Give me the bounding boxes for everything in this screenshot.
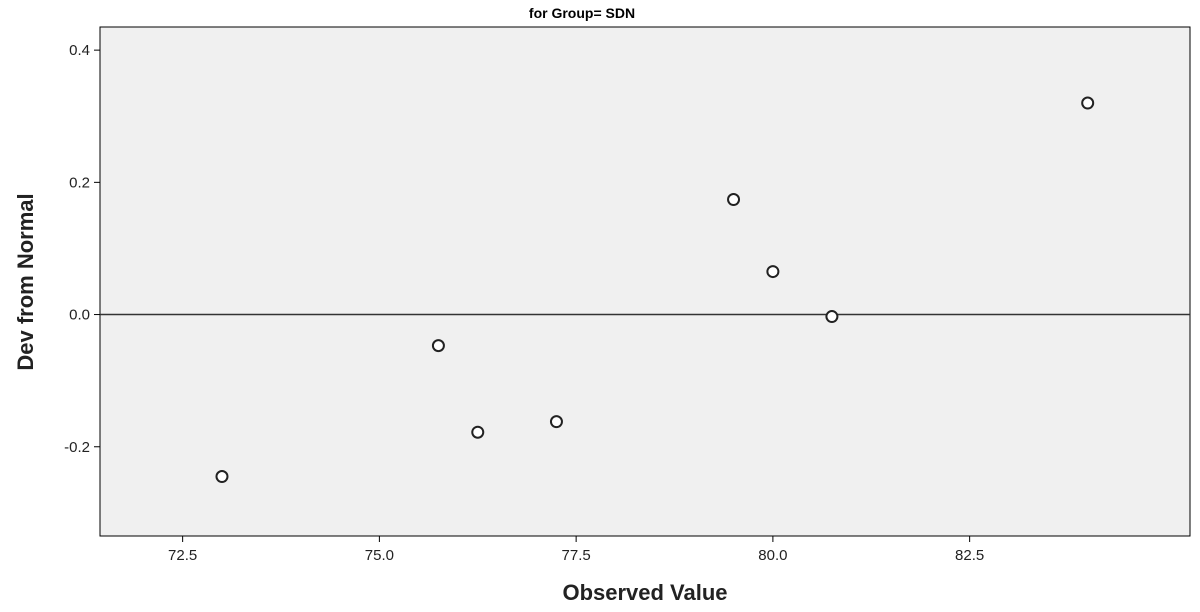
- y-axis-title: Dev from Normal: [13, 193, 38, 370]
- data-point: [766, 265, 780, 279]
- data-point: [1081, 96, 1095, 110]
- x-tick-label: 75.0: [365, 547, 394, 564]
- data-point: [727, 193, 741, 207]
- y-tick-label: 0.4: [69, 42, 90, 59]
- x-tick-label: 72.5: [168, 547, 197, 564]
- x-axis: 72.5 75.0 77.5 80.0 82.5: [168, 536, 984, 564]
- x-tick-label: 82.5: [955, 547, 984, 564]
- x-tick-label: 77.5: [562, 547, 591, 564]
- y-axis: 0.4 0.2 0.0 -0.2: [64, 42, 100, 456]
- data-point: [431, 339, 445, 353]
- data-point: [215, 470, 229, 484]
- data-point: [471, 425, 485, 439]
- data-point: [549, 415, 563, 429]
- x-tick-label: 80.0: [758, 547, 787, 564]
- plot-area: [99, 26, 1191, 537]
- y-tick-label: -0.2: [64, 439, 90, 456]
- y-tick-label: 0.0: [69, 307, 90, 324]
- y-tick-label: 0.2: [69, 174, 90, 191]
- data-point: [825, 310, 839, 324]
- data-points: [215, 96, 1095, 484]
- chart-title: for Group= SDN: [529, 5, 635, 21]
- x-axis-title: Observed Value: [562, 580, 727, 605]
